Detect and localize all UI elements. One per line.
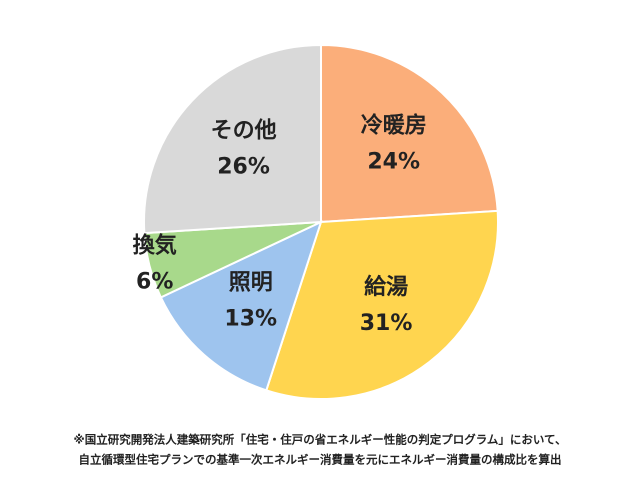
slice-label: その他	[211, 118, 277, 143]
slice-value: 24%	[367, 150, 420, 175]
slice-value: 13%	[224, 307, 277, 332]
slice-value: 26%	[217, 154, 270, 179]
slice-label: 換気	[133, 233, 177, 259]
pie-slice	[265, 209, 499, 400]
pie-slice	[159, 220, 323, 392]
slice-label: 照明	[229, 271, 273, 296]
slice-label: 冷暖房	[361, 113, 427, 139]
footnote: ※国立研究開発法人建築研究所「住宅・住戸の省エネルギー性能の判定プログラム」にお…	[74, 433, 567, 447]
slice-label: 給湯	[364, 274, 408, 300]
slice-value: 31%	[360, 311, 413, 336]
slice-value: 6%	[136, 270, 173, 295]
pie-slice	[320, 43, 499, 224]
footnote: 自立循環型住宅プランでの基準一次エネルギー消費量を元にエネルギー消費量の構成比を…	[79, 453, 562, 467]
pie-slice	[143, 43, 322, 235]
